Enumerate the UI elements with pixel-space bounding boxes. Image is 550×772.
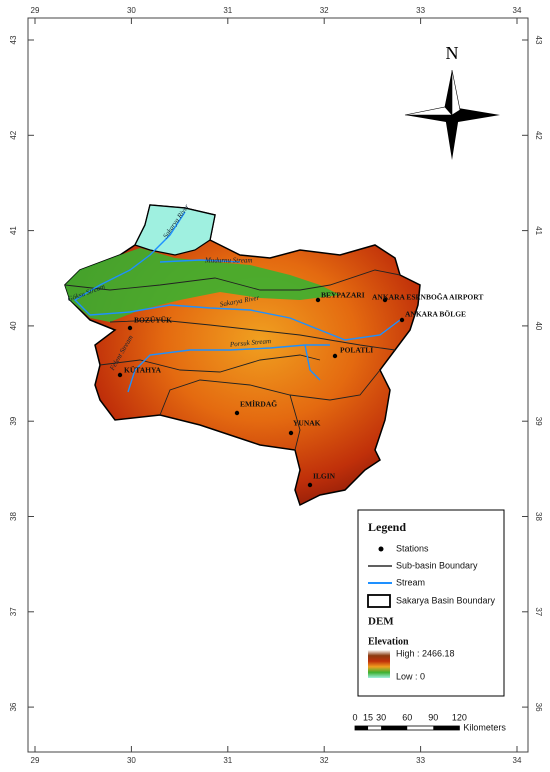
sub-basin-boundaries bbox=[64, 269, 401, 451]
scale-segment bbox=[355, 726, 369, 730]
lat-label: 38 bbox=[9, 512, 18, 521]
station bbox=[315, 297, 321, 303]
lon-label: 31 bbox=[223, 756, 232, 765]
lat-label: 43 bbox=[9, 35, 18, 44]
station bbox=[399, 317, 405, 323]
scale-label: 120 bbox=[452, 712, 467, 722]
lat-label: 36 bbox=[9, 702, 18, 711]
station-label: EMİRDAĞ bbox=[240, 399, 277, 409]
legend-item: Sakarya Basin Boundary bbox=[396, 595, 496, 605]
station bbox=[382, 297, 388, 303]
legend-item: Stream bbox=[396, 577, 425, 587]
lon-label: 31 bbox=[223, 6, 232, 15]
scale-unit: Kilometers bbox=[463, 722, 506, 732]
scale-label: 60 bbox=[402, 712, 412, 722]
lon-label: 33 bbox=[416, 6, 425, 15]
stream-label: Mudurnu Stream bbox=[204, 257, 252, 265]
scale-label: 15 bbox=[363, 712, 373, 722]
elevation-ramp bbox=[368, 650, 390, 678]
lat-label: 37 bbox=[534, 607, 543, 616]
station-label: ANKARA BÖLGE bbox=[405, 310, 466, 319]
station bbox=[117, 372, 123, 378]
legend: Legend Stations Sub-basin Boundary Strea… bbox=[357, 509, 505, 697]
scale-label: 30 bbox=[376, 712, 386, 722]
station bbox=[127, 325, 133, 331]
lat-label: 39 bbox=[9, 416, 18, 425]
station-label: BEYPAZARI bbox=[321, 291, 365, 300]
legend-elevation: Elevation bbox=[368, 636, 409, 647]
lat-label: 42 bbox=[9, 130, 18, 139]
lat-label: 43 bbox=[534, 36, 543, 45]
legend-station-symbol bbox=[378, 546, 384, 552]
station-label: ANKARA ESENBOĞA AIRPORT bbox=[372, 292, 483, 302]
lowland-cyan bbox=[134, 204, 216, 256]
north-arrow: N bbox=[404, 43, 500, 160]
lat-label: 41 bbox=[9, 226, 18, 235]
map-frame bbox=[27, 17, 529, 753]
station-label: YUNAK bbox=[293, 419, 321, 428]
lon-label: 32 bbox=[320, 6, 329, 15]
legend-dem: DEM bbox=[368, 616, 394, 628]
station-label: BOZÜYÜK bbox=[134, 316, 172, 325]
lat-label: 38 bbox=[534, 512, 543, 521]
lat-label: 36 bbox=[534, 703, 543, 712]
streams bbox=[73, 211, 401, 393]
lon-label: 29 bbox=[31, 6, 40, 15]
station-label: ILGIN bbox=[313, 472, 336, 481]
station bbox=[307, 482, 313, 488]
north-label: N bbox=[446, 43, 459, 63]
lat-label: 40 bbox=[534, 321, 543, 330]
lon-label: 30 bbox=[127, 756, 136, 765]
scale-label: 0 bbox=[352, 712, 357, 722]
lat-label: 39 bbox=[534, 417, 543, 426]
scale-segment bbox=[381, 726, 408, 730]
lon-label: 33 bbox=[416, 756, 425, 765]
lat-label: 42 bbox=[534, 131, 543, 140]
lat-label: 37 bbox=[9, 607, 18, 616]
lat-label: 41 bbox=[534, 226, 543, 235]
stream-label: Porsuk Stream bbox=[229, 337, 272, 349]
legend-item: Stations bbox=[396, 543, 429, 553]
station-label: KÜTAHYA bbox=[124, 366, 162, 375]
scale-segment bbox=[433, 726, 460, 730]
legend-high: High : 2466.18 bbox=[396, 648, 455, 658]
legend-title: Legend bbox=[368, 520, 406, 534]
legend-low: Low : 0 bbox=[396, 671, 425, 681]
lon-label: 29 bbox=[31, 756, 40, 765]
scale-label: 90 bbox=[428, 712, 438, 722]
lon-label: 32 bbox=[320, 756, 329, 765]
lat-label: 40 bbox=[9, 321, 18, 330]
legend-item: Sub-basin Boundary bbox=[396, 560, 478, 570]
station bbox=[234, 410, 240, 416]
lon-label: 34 bbox=[513, 756, 522, 765]
station bbox=[332, 353, 338, 359]
station bbox=[288, 430, 294, 436]
lon-label: 30 bbox=[127, 6, 136, 15]
graticule: 29 29 30 30 31 31 32 32 33 33 34 34 36 36 37 37 38 38 39 39… bbox=[9, 6, 543, 765]
station-label: POLATLI bbox=[340, 346, 373, 355]
lon-label: 34 bbox=[513, 6, 522, 15]
